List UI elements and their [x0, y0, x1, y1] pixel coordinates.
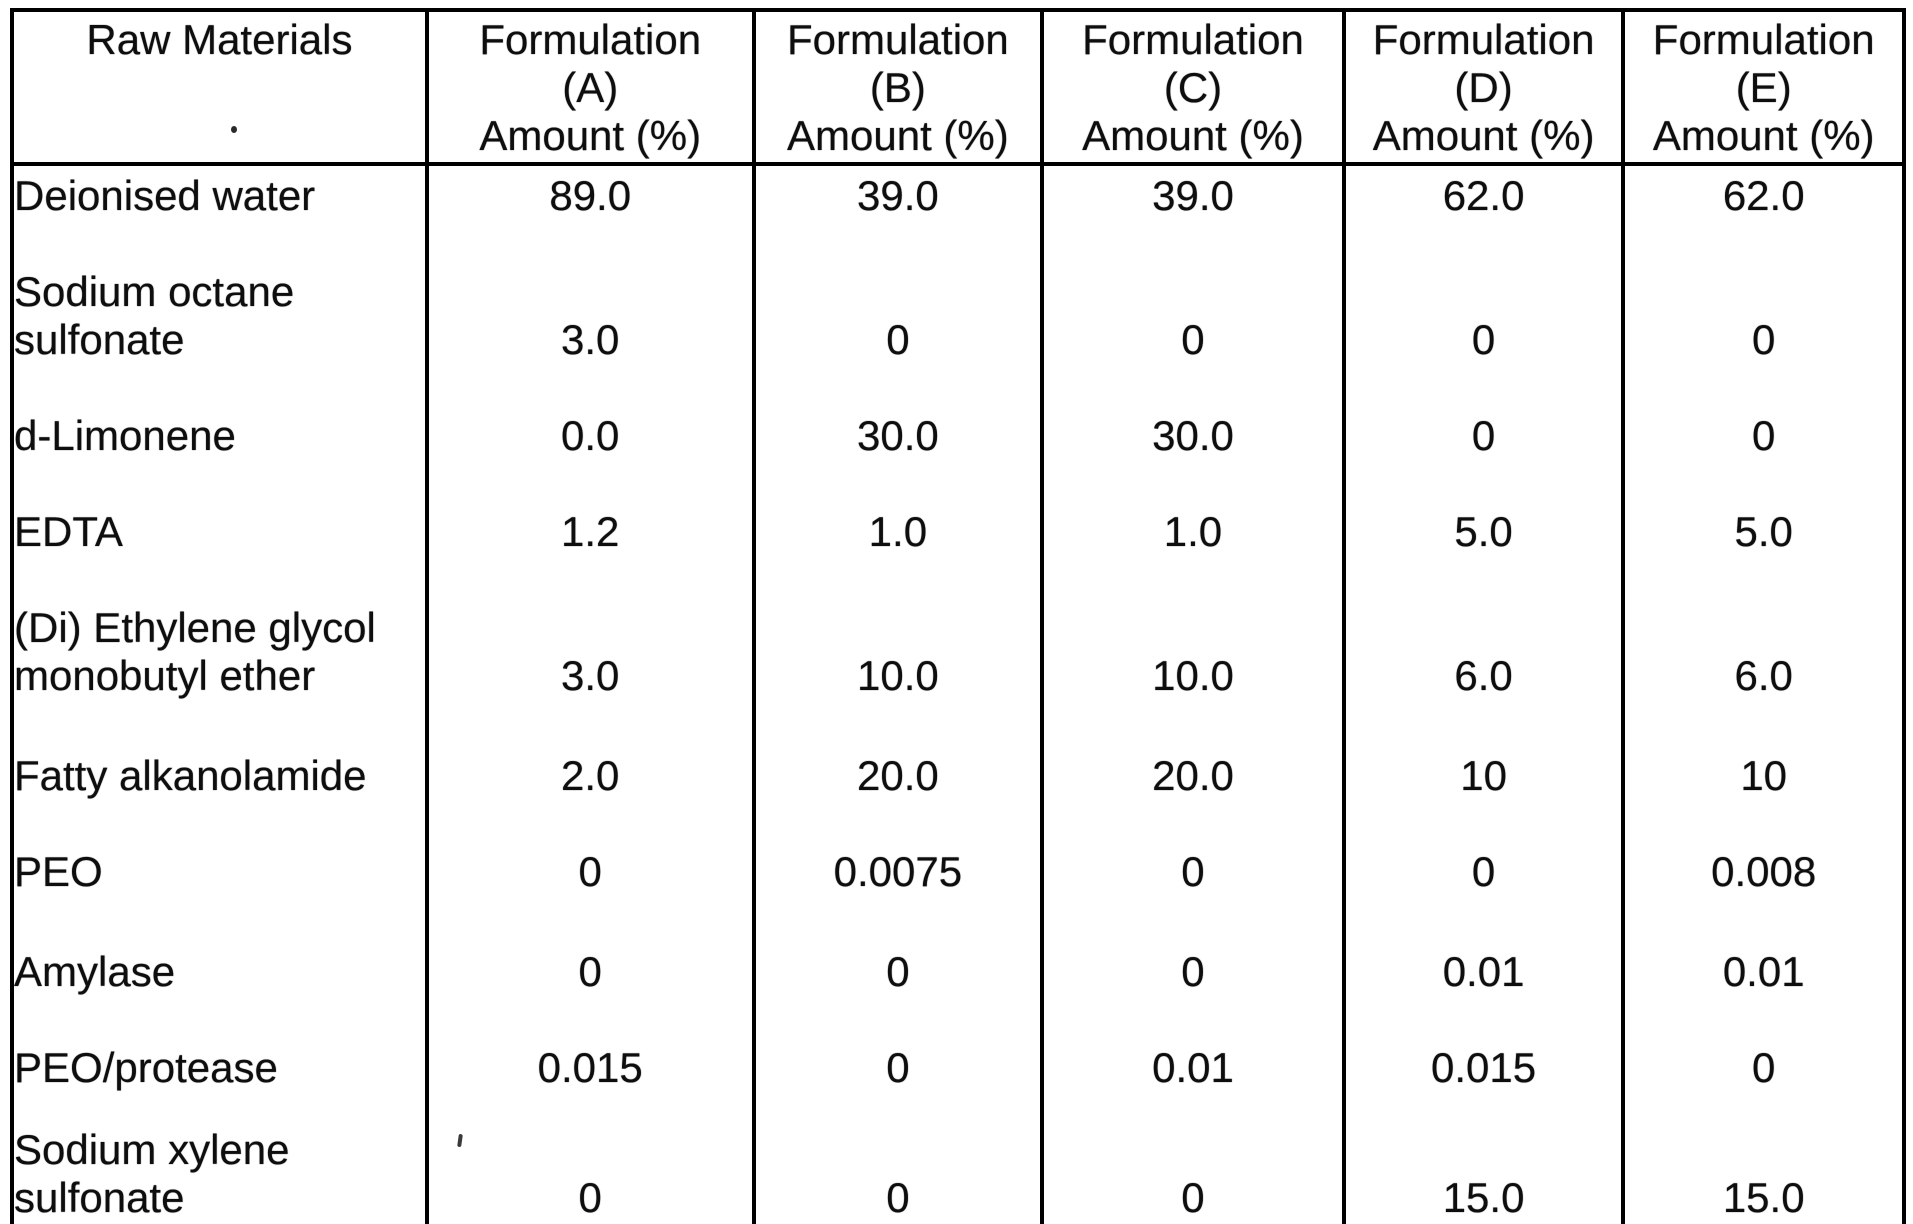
scan-artifact-dot [231, 126, 237, 133]
material-name-cell: Deionised water [14, 172, 316, 219]
amount-cell: 1.0 [1040, 472, 1344, 568]
amount-cell: 0 [1040, 1104, 1344, 1224]
amount-cell: 20.0 [1040, 712, 1344, 812]
amount-cell: 0 [1040, 908, 1344, 1008]
amount-cell: 0.008 [1621, 812, 1904, 908]
material-name-cell: (Di) Ethylene glycol monobutyl ether [14, 604, 376, 699]
amount-cell: 0 [751, 908, 1043, 1008]
amount-cell: 0.01 [1621, 908, 1904, 1008]
table-row: Sodium xylene sulfonate 0 0 0 15.0 15.0 [12, 1104, 1904, 1224]
table-row: (Di) Ethylene glycol monobutyl ether 3.0… [12, 568, 1904, 712]
amount-cell: 89.0 [424, 164, 754, 232]
material-name-cell: Fatty alkanolamide [14, 752, 367, 799]
header-formulation-c: Formulation (C) Amount (%) [1040, 10, 1344, 166]
material-name-cell: EDTA [14, 508, 123, 555]
amount-cell: 0 [751, 1008, 1043, 1104]
amount-cell: 0 [1040, 812, 1344, 908]
amount-cell: 0.0 [424, 376, 754, 472]
amount-cell: 3.0 [424, 568, 754, 712]
amount-cell: 1.0 [751, 472, 1043, 568]
amount-cell: 0 [424, 908, 754, 1008]
table-row: Deionised water 89.0 39.0 39.0 62.0 62.0 [12, 164, 1904, 232]
amount-cell: 5.0 [1621, 472, 1904, 568]
amount-cell: 0 [1341, 232, 1624, 376]
material-name-cell: PEO/protease [14, 1044, 278, 1091]
amount-cell: 0 [424, 812, 754, 908]
amount-cell: 0.015 [424, 1008, 754, 1104]
amount-cell: 5.0 [1341, 472, 1624, 568]
amount-cell: 62.0 [1621, 164, 1904, 232]
amount-cell: 10.0 [751, 568, 1043, 712]
amount-cell: 10.0 [1040, 568, 1344, 712]
amount-cell: 10 [1621, 712, 1904, 812]
header-formulation-d: Formulation (D) Amount (%) [1341, 10, 1624, 166]
table-header-row: Raw Materials Formulation (A) Amount (%)… [12, 10, 1904, 166]
amount-cell: 0 [1341, 812, 1624, 908]
amount-cell: 20.0 [751, 712, 1043, 812]
header-raw-materials: Raw Materials [12, 10, 427, 166]
amount-cell: 0 [1621, 376, 1904, 472]
material-name-cell: Amylase [14, 948, 176, 995]
header-formulation-a: Formulation (A) Amount (%) [424, 10, 754, 166]
table-row: Amylase 0 0 0 0.01 0.01 [12, 908, 1904, 1008]
amount-cell: 0 [1621, 232, 1904, 376]
table-row: EDTA 1.2 1.0 1.0 5.0 5.0 [12, 472, 1904, 568]
amount-cell: 3.0 [424, 232, 754, 376]
amount-cell: 0 [1040, 232, 1344, 376]
amount-cell: 15.0 [1341, 1104, 1624, 1224]
amount-cell: 30.0 [1040, 376, 1344, 472]
amount-cell: 0.0075 [751, 812, 1043, 908]
header-formulation-b: Formulation (B) Amount (%) [751, 10, 1043, 166]
amount-cell: 10 [1341, 712, 1624, 812]
table-row: Sodium octane sulfonate 3.0 0 0 0 0 [12, 232, 1904, 376]
amount-cell: 0.01 [1341, 908, 1624, 1008]
amount-cell: 30.0 [751, 376, 1043, 472]
material-name-cell: PEO [14, 848, 103, 895]
amount-cell: 62.0 [1341, 164, 1624, 232]
amount-cell: 39.0 [1040, 164, 1344, 232]
amount-cell: 6.0 [1621, 568, 1904, 712]
table-row: Fatty alkanolamide 2.0 20.0 20.0 10 10 [12, 712, 1904, 812]
amount-cell: 1.2 [424, 472, 754, 568]
amount-cell: 0 [751, 232, 1043, 376]
amount-cell: 0 [1621, 1008, 1904, 1104]
amount-cell: 2.0 [424, 712, 754, 812]
table-row: d-Limonene 0.0 30.0 30.0 0 0 [12, 376, 1904, 472]
amount-cell: 0 [424, 1104, 754, 1224]
material-name-cell: Sodium xylene sulfonate [14, 1125, 290, 1221]
amount-cell: 39.0 [751, 164, 1043, 232]
amount-cell: 0 [751, 1104, 1043, 1224]
material-name-cell: Sodium octane sulfonate [14, 268, 295, 363]
table-row: PEO 0 0.0075 0 0 0.008 [12, 812, 1904, 908]
amount-cell: 0.015 [1341, 1008, 1624, 1104]
amount-cell: 0.01 [1040, 1008, 1344, 1104]
amount-cell: 0 [1341, 376, 1624, 472]
amount-cell: 15.0 [1621, 1104, 1904, 1224]
amount-cell: 6.0 [1341, 568, 1624, 712]
header-formulation-e: Formulation (E) Amount (%) [1621, 10, 1904, 166]
table-row: PEO/protease 0.015 0 0.01 0.015 0 [12, 1008, 1904, 1104]
material-name-cell: d-Limonene [14, 412, 236, 459]
formulation-table: Raw Materials Formulation (A) Amount (%)… [10, 8, 1906, 1224]
